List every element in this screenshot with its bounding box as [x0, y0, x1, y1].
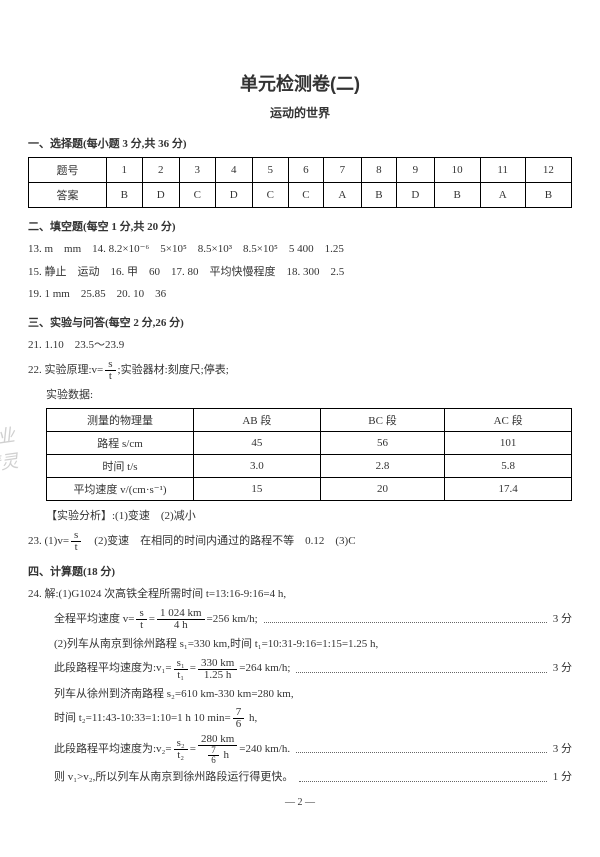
score-label: 3 分 — [553, 611, 572, 629]
p2-line-a: (2)列车从南京到徐州路程 s₁=330 km,时间 t₁=10:31-9:16… — [28, 635, 572, 654]
table-row: 时间 t/s 3.0 2.8 5.8 — [47, 455, 572, 478]
answer-table: 题号 1 2 3 4 5 6 7 8 9 10 11 12 答案 B D C D… — [28, 157, 572, 208]
p2-speed1-row: 此段路程平均速度为:v₁= s₁t₁ = 330 km1.25 h =264 k… — [54, 658, 572, 681]
row-label: 答案 — [29, 183, 107, 208]
section4-head: 四、计算题(18 分) — [28, 563, 572, 579]
row-label: 题号 — [29, 158, 107, 183]
page-subtitle: 运动的世界 — [28, 104, 572, 121]
table-row: 题号 1 2 3 4 5 6 7 8 9 10 11 12 — [29, 158, 572, 183]
p2-line-d: 时间 t₂=11:43-10:33=1:10=1 h 10 min=76 h, — [28, 707, 572, 730]
answer-line-22: 22. 实验原理:v=st;实验器材:刻度尺;停表; — [28, 359, 572, 382]
data-label: 实验数据: — [28, 386, 572, 405]
page-title: 单元检测卷(二) — [28, 70, 572, 96]
section3-head: 三、实验与问答(每空 2 分,26 分) — [28, 314, 572, 330]
avg-speed-row: 全程平均速度 v= st = 1 024 km4 h =256 km/h; 3 … — [54, 608, 572, 631]
table-row: 测量的物理量 AB 段 BC 段 AC 段 — [47, 409, 572, 432]
p2-speed2-row: 此段路程平均速度为:v₂= s₂t₂ = 280 km 76 h =240 km… — [54, 734, 572, 765]
answer-line-23: 23. (1)v=st (2)变速 在相同的时间内通过的路程不等 0.12 (3… — [28, 530, 572, 553]
answer-line-15: 15. 静止 运动 16. 甲 60 17. 80 平均快慢程度 18. 300… — [28, 263, 572, 282]
table-row: 路程 s/cm 45 56 101 — [47, 432, 572, 455]
score-label: 1 分 — [553, 769, 572, 787]
score-label: 3 分 — [553, 741, 572, 759]
table-row: 答案 B D C D C C A B D B A B — [29, 183, 572, 208]
answer-line-21: 21. 1.10 23.5～23.9 — [28, 336, 572, 355]
score-label: 3 分 — [553, 660, 572, 678]
section2-head: 二、填空题(每空 1 分,共 20 分) — [28, 218, 572, 234]
answer-line-19: 19. 1 mm 25.85 20. 10 36 — [28, 285, 572, 304]
analysis-line: 【实验分析】:(1)变速 (2)减小 — [28, 507, 572, 526]
experiment-table: 测量的物理量 AB 段 BC 段 AC 段 路程 s/cm 45 56 101 … — [46, 408, 572, 501]
section1-head: 一、选择题(每小题 3 分,共 36 分) — [28, 135, 572, 151]
page-number: — 2 — — [28, 797, 572, 808]
answer-line-13: 13. m mm 14. 8.2×10⁻⁶ 5×10⁵ 8.5×10³ 8.5×… — [28, 240, 572, 259]
conclusion-row: 则 v₁>v₂,所以列车从南京到徐州路段运行得更快。 1 分 — [54, 769, 572, 787]
table-row: 平均速度 v/(cm·s⁻¹) 15 20 17.4 — [47, 478, 572, 501]
q24-intro: 24. 解:(1)G1024 次高铁全程所需时间 t=13:16-9:16=4 … — [28, 585, 572, 604]
exam-page: 作业精灵 单元检测卷(二) 运动的世界 一、选择题(每小题 3 分,共 36 分… — [0, 0, 600, 818]
p2-line-c: 列车从徐州到济南路程 s₂=610 km-330 km=280 km, — [28, 685, 572, 704]
